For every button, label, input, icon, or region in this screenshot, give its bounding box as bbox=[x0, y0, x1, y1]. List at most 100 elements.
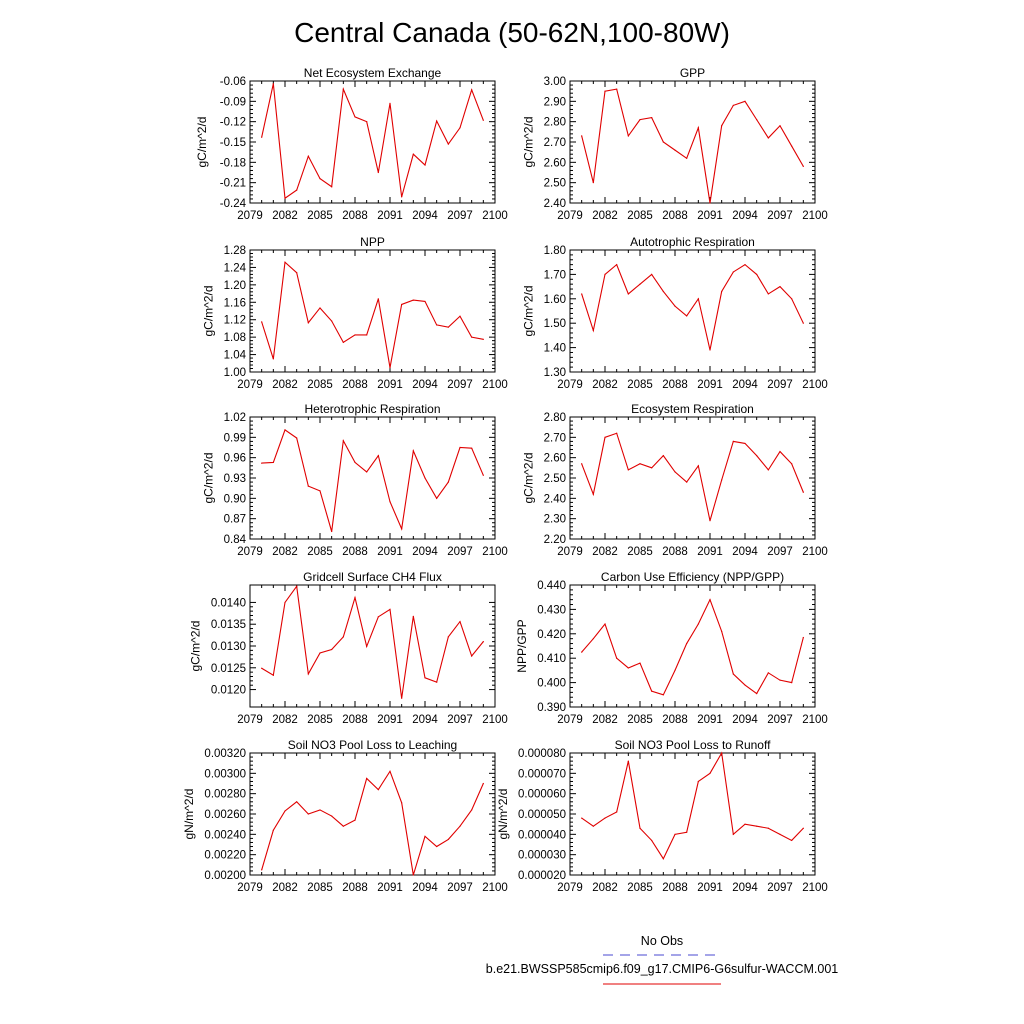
x-tick-label: 2091 bbox=[697, 882, 723, 894]
data-point bbox=[319, 490, 321, 492]
x-tick-label: 2091 bbox=[377, 714, 403, 726]
data-point bbox=[686, 481, 688, 483]
data-point bbox=[709, 599, 711, 601]
x-tick-label: 2082 bbox=[272, 714, 298, 726]
y-tick-label: -0.12 bbox=[220, 117, 246, 129]
data-point bbox=[272, 461, 274, 464]
data-point bbox=[791, 298, 793, 300]
data-point bbox=[616, 811, 618, 813]
panel-0: Net Ecosystem Exchange 2079 2082 2085 2088 20… bbox=[195, 66, 508, 222]
panel-title: GPP bbox=[680, 66, 705, 80]
legend-label-no-obs: No Obs bbox=[641, 934, 683, 948]
data-point bbox=[354, 819, 356, 821]
data-point bbox=[412, 450, 414, 452]
y-tick-label: 0.410 bbox=[537, 653, 566, 665]
data-point bbox=[604, 623, 606, 625]
data-point bbox=[744, 442, 746, 445]
panel-title: Net Ecosystem Exchange bbox=[304, 66, 442, 80]
data-point bbox=[616, 432, 618, 434]
data-point bbox=[424, 164, 426, 166]
y-tick-label: 2.50 bbox=[544, 473, 566, 485]
data-point bbox=[651, 117, 653, 119]
data-point bbox=[366, 334, 368, 336]
y-tick-label: 2.30 bbox=[544, 514, 566, 526]
panel-4: Heterotrophic Respiration 2079 2082 2085 208… bbox=[201, 402, 507, 558]
data-point bbox=[616, 264, 618, 266]
series-line-0 bbox=[581, 598, 804, 696]
x-tick-label: 2097 bbox=[767, 714, 793, 726]
data-point bbox=[459, 315, 461, 317]
data-point bbox=[307, 485, 309, 487]
y-tick-label: -0.09 bbox=[220, 96, 246, 108]
data-point bbox=[662, 455, 664, 457]
data-point bbox=[721, 290, 723, 293]
y-tick-label: -0.15 bbox=[220, 137, 246, 149]
data-point bbox=[709, 349, 711, 351]
data-point bbox=[389, 102, 391, 104]
y-tick-label: 0.93 bbox=[224, 473, 246, 485]
x-tick-label: 2088 bbox=[342, 882, 368, 894]
x-tick-label: 2079 bbox=[237, 546, 263, 558]
data-point bbox=[471, 89, 473, 91]
panel-title: Gridcell Surface CH4 Flux bbox=[303, 570, 442, 584]
y-tick-label: 2.70 bbox=[544, 137, 566, 149]
x-tick-label: 2094 bbox=[732, 714, 758, 726]
x-tick-label: 2082 bbox=[272, 379, 298, 391]
data-point bbox=[424, 477, 426, 479]
data-point bbox=[779, 679, 781, 681]
y-tick-label: 0.400 bbox=[537, 678, 566, 690]
data-point bbox=[459, 446, 461, 449]
series-line-0 bbox=[261, 770, 484, 876]
data-point bbox=[377, 171, 379, 174]
data-point bbox=[744, 684, 746, 686]
data-point bbox=[627, 293, 629, 295]
data-point bbox=[389, 367, 391, 369]
x-tick-label: 2082 bbox=[592, 714, 618, 726]
data-point bbox=[721, 125, 723, 127]
data-point bbox=[319, 307, 321, 309]
data-point bbox=[744, 100, 746, 102]
data-point bbox=[447, 481, 449, 483]
y-tick-label: 0.00320 bbox=[204, 748, 246, 760]
x-tick-label: 2085 bbox=[307, 546, 333, 558]
data-point bbox=[307, 322, 309, 324]
data-point bbox=[377, 455, 379, 457]
data-point bbox=[674, 833, 676, 835]
x-tick-label: 2082 bbox=[592, 546, 618, 558]
y-tick-label: 0.87 bbox=[224, 514, 246, 526]
data-point bbox=[627, 667, 629, 669]
data-point bbox=[674, 149, 676, 151]
y-tick-label: -0.18 bbox=[220, 157, 246, 169]
y-tick-label: 2.90 bbox=[544, 96, 566, 108]
y-axis-label: gC/m^2/d bbox=[201, 286, 215, 337]
x-tick-label: 2079 bbox=[237, 714, 263, 726]
y-tick-label: 2.70 bbox=[544, 432, 566, 444]
data-point bbox=[662, 141, 664, 143]
data-point bbox=[272, 83, 274, 85]
y-axis-label: gC/m^2/d bbox=[521, 453, 535, 504]
x-tick-label: 2100 bbox=[482, 714, 508, 726]
y-tick-label: 0.96 bbox=[224, 453, 246, 465]
data-point bbox=[296, 585, 298, 587]
x-tick-label: 2091 bbox=[697, 379, 723, 391]
data-point bbox=[756, 455, 758, 457]
data-point bbox=[307, 155, 309, 157]
y-tick-label: 0.00300 bbox=[204, 768, 246, 780]
data-point bbox=[424, 835, 426, 837]
data-point bbox=[709, 772, 711, 774]
data-point bbox=[436, 120, 438, 122]
x-tick-label: 2082 bbox=[272, 882, 298, 894]
series-line-0 bbox=[261, 261, 484, 368]
data-point bbox=[482, 782, 484, 785]
data-point bbox=[471, 809, 473, 811]
x-tick-label: 2097 bbox=[447, 714, 473, 726]
plot-frame bbox=[569, 584, 816, 708]
y-tick-label: 1.30 bbox=[544, 367, 566, 379]
panel-title: Ecosystem Respiration bbox=[631, 402, 754, 416]
y-tick-label: 2.80 bbox=[544, 117, 566, 129]
x-tick-label: 2079 bbox=[237, 210, 263, 222]
data-point bbox=[342, 440, 344, 442]
panel-7: Carbon Use Efficiency (NPP/GPP) 2079 2082 2… bbox=[515, 570, 828, 726]
data-point bbox=[592, 329, 594, 332]
